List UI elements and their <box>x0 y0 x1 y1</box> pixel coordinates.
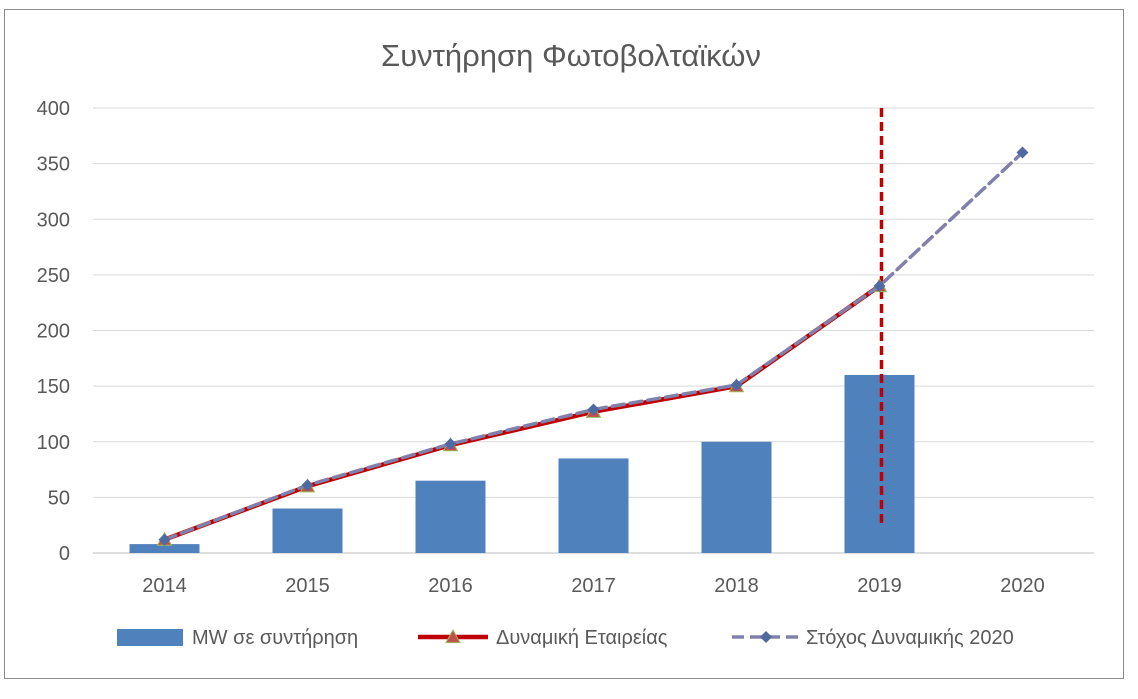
x-axis-ticks: 2014 2015 2016 2017 2018 2019 2020 <box>142 575 1045 597</box>
legend-label-bar: MW σε συντήρηση <box>192 627 358 649</box>
y-tick-label: 350 <box>37 154 70 176</box>
x-tick-label: 2016 <box>428 575 473 597</box>
y-tick-label: 250 <box>37 265 70 287</box>
point-diamond <box>444 437 457 450</box>
y-tick-label: 150 <box>37 376 70 398</box>
point-diamond <box>730 379 743 392</box>
bar <box>558 458 629 553</box>
legend: MW σε συντήρηση Δυναμική Εταιρείας Στόχος … <box>117 627 1014 649</box>
x-tick-label: 2020 <box>1000 575 1045 597</box>
y-axis-ticks: 0 50 100 150 200 250 300 350 400 <box>37 98 70 565</box>
legend-label-line: Δυναμική Εταιρείας <box>496 627 668 649</box>
chart-frame <box>4 9 1124 679</box>
x-tick-label: 2014 <box>142 575 187 597</box>
legend-swatch-bar <box>117 629 183 646</box>
point-diamond <box>158 533 171 546</box>
bar-series <box>129 375 915 553</box>
bar <box>844 375 915 553</box>
y-tick-label: 400 <box>37 98 70 120</box>
y-tick-label: 200 <box>37 321 70 343</box>
x-tick-label: 2018 <box>714 575 759 597</box>
gridlines <box>93 107 1094 554</box>
bar <box>415 480 486 553</box>
x-tick-label: 2015 <box>285 575 330 597</box>
y-tick-label: 100 <box>37 432 70 454</box>
bar <box>701 441 772 553</box>
legend-marker-triangle <box>445 628 461 644</box>
y-tick-label: 0 <box>59 543 70 565</box>
x-tick-label: 2017 <box>571 575 616 597</box>
y-tick-label: 300 <box>37 209 70 231</box>
legend-label-dashed: Στόχος Δυναμικής 2020 <box>806 627 1014 649</box>
x-tick-label: 2019 <box>857 575 902 597</box>
point-diamond <box>301 479 314 492</box>
legend-marker-diamond <box>760 631 772 643</box>
bar <box>129 544 200 553</box>
bar <box>272 508 343 553</box>
point-diamond <box>873 280 886 292</box>
point-diamond <box>587 403 600 416</box>
point-diamond <box>1016 146 1029 159</box>
chart-title: Συντήρηση Φωτοβολταϊκών <box>381 38 761 73</box>
line-series <box>156 146 1029 546</box>
y-tick-label: 50 <box>48 487 70 509</box>
line-dynamiki-etaireias <box>163 284 881 542</box>
